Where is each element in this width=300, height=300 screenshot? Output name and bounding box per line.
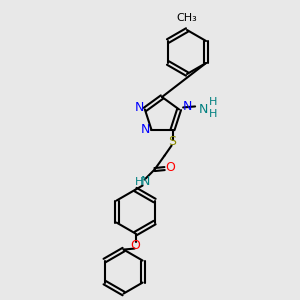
Text: N: N <box>198 103 208 116</box>
Text: O: O <box>130 239 140 252</box>
Text: H: H <box>134 177 143 187</box>
Text: H: H <box>209 110 217 119</box>
Text: CH₃: CH₃ <box>177 13 197 23</box>
Text: H: H <box>209 98 217 107</box>
Text: N: N <box>182 100 192 113</box>
Text: O: O <box>166 161 176 174</box>
Text: N: N <box>135 101 145 114</box>
Text: N: N <box>141 123 150 136</box>
Text: N: N <box>141 175 150 188</box>
Text: S: S <box>169 135 177 148</box>
